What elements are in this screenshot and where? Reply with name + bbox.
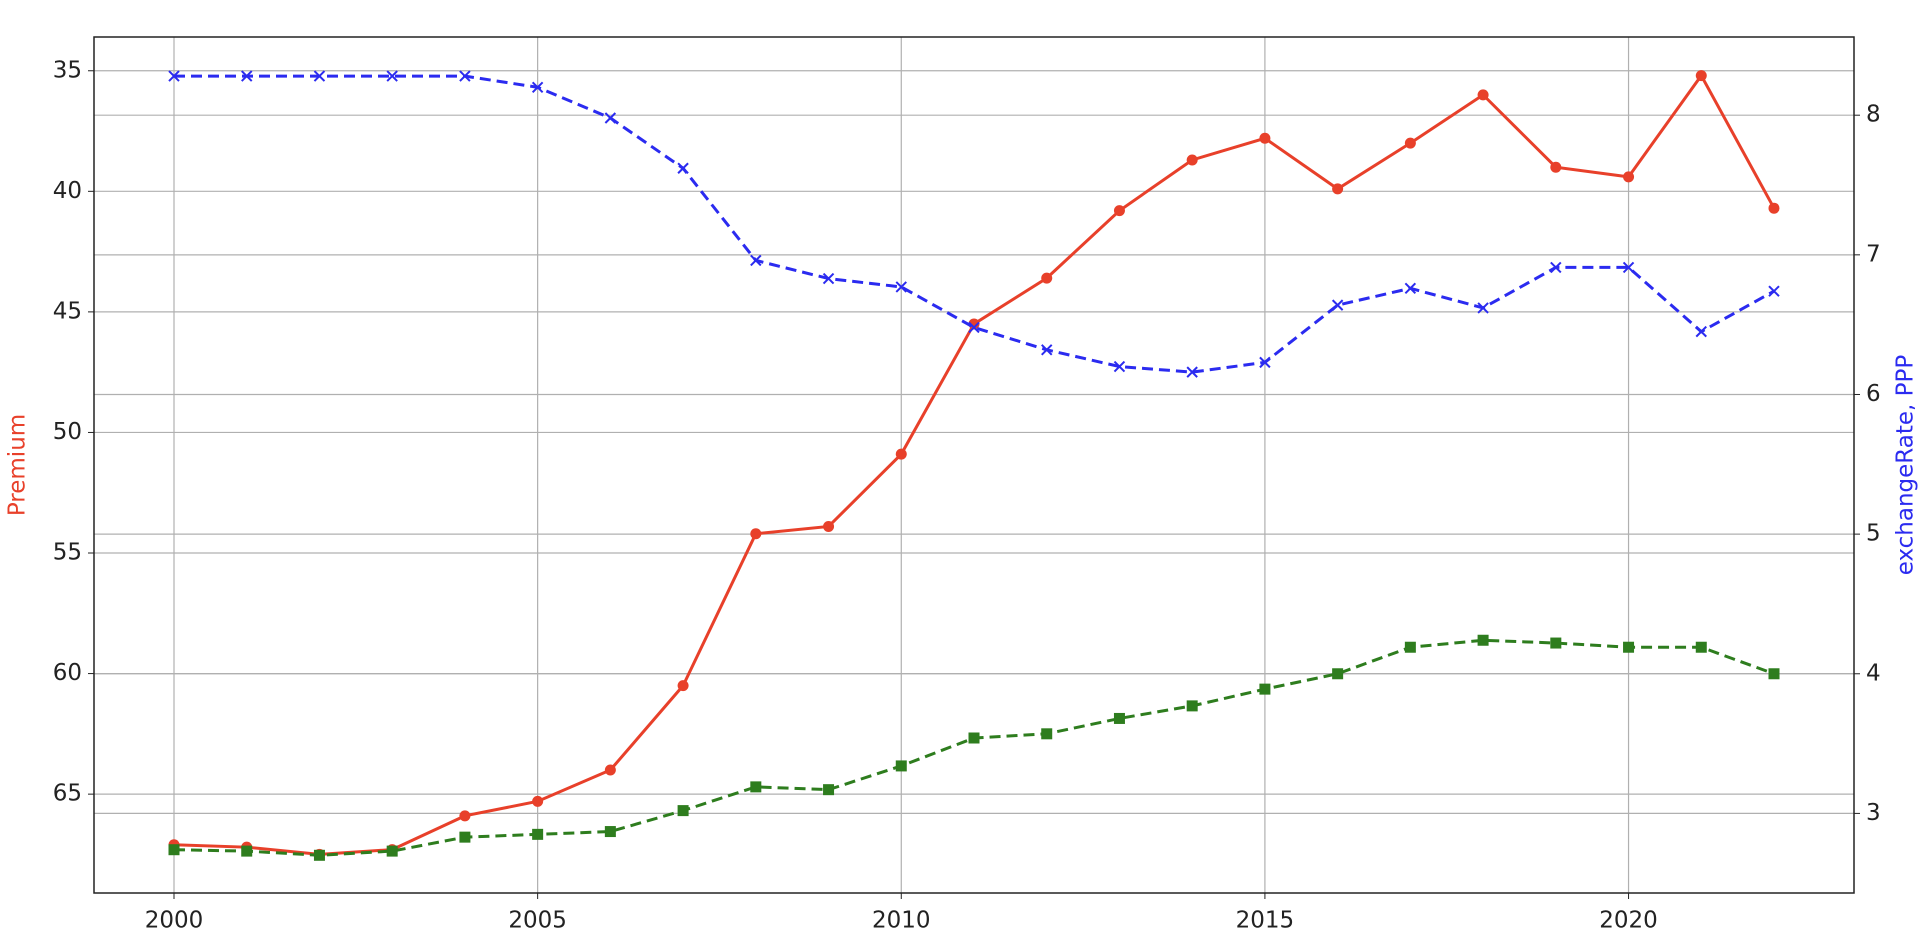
x-tick-label: 2020 bbox=[1599, 908, 1658, 934]
point bbox=[1623, 171, 1635, 183]
point bbox=[1041, 272, 1053, 284]
point bbox=[1259, 356, 1271, 369]
point bbox=[1768, 285, 1780, 297]
point bbox=[168, 70, 180, 82]
point bbox=[1622, 261, 1635, 274]
point bbox=[1186, 366, 1198, 378]
point bbox=[750, 254, 762, 267]
point bbox=[968, 732, 980, 744]
grid bbox=[94, 37, 1854, 893]
y2-tick-label: 5 bbox=[1866, 521, 1881, 547]
point bbox=[386, 70, 398, 82]
point bbox=[604, 826, 616, 838]
point bbox=[241, 70, 253, 82]
point bbox=[1186, 154, 1198, 166]
point bbox=[1695, 70, 1707, 82]
y-tick-label: 40 bbox=[53, 178, 82, 204]
point bbox=[1113, 205, 1125, 217]
point bbox=[313, 70, 326, 82]
point bbox=[750, 781, 762, 793]
point bbox=[1477, 302, 1489, 314]
x-tick-label: 2005 bbox=[508, 908, 567, 934]
point bbox=[1404, 137, 1416, 149]
y-tick-label: 35 bbox=[53, 57, 82, 83]
point bbox=[1477, 634, 1489, 646]
point bbox=[1259, 683, 1271, 695]
point bbox=[313, 849, 325, 861]
point bbox=[241, 845, 253, 857]
series-line bbox=[174, 74, 1775, 374]
point bbox=[677, 162, 689, 174]
point bbox=[1623, 641, 1635, 653]
point bbox=[823, 520, 835, 532]
point bbox=[604, 764, 616, 776]
y2-tick-label: 6 bbox=[1866, 381, 1881, 407]
point bbox=[1186, 700, 1198, 712]
y-tick-label: 45 bbox=[53, 298, 82, 324]
point bbox=[1113, 712, 1125, 724]
point bbox=[531, 81, 544, 93]
point bbox=[968, 321, 980, 334]
series-line bbox=[173, 638, 1775, 857]
point bbox=[1332, 183, 1344, 195]
x-tick-label: 2010 bbox=[872, 908, 931, 934]
point bbox=[1550, 637, 1562, 649]
plot-frame bbox=[93, 36, 1855, 894]
point bbox=[1041, 728, 1053, 740]
point bbox=[823, 784, 835, 796]
y2-tick-label: 3 bbox=[1866, 800, 1881, 826]
point bbox=[1477, 89, 1489, 101]
point bbox=[459, 810, 471, 822]
point bbox=[1550, 261, 1562, 274]
point bbox=[1113, 360, 1126, 373]
point bbox=[895, 281, 907, 293]
point bbox=[1041, 344, 1053, 356]
y-tick-label: 60 bbox=[53, 660, 82, 686]
point bbox=[604, 112, 617, 124]
point bbox=[1259, 132, 1271, 144]
y-tick-label: 55 bbox=[53, 540, 82, 566]
point bbox=[1404, 641, 1416, 653]
point bbox=[168, 844, 180, 856]
y2-tick-label: 4 bbox=[1866, 660, 1881, 686]
point bbox=[1404, 282, 1417, 295]
y2-axis-label: exchangeRate, PPP bbox=[1893, 355, 1919, 576]
point bbox=[1695, 641, 1707, 653]
point bbox=[677, 680, 689, 692]
y-axis-label: Premium bbox=[5, 414, 31, 516]
point bbox=[822, 272, 835, 285]
x-tick-label: 2000 bbox=[145, 908, 204, 934]
point bbox=[1695, 325, 1707, 338]
y2-tick-label: 8 bbox=[1866, 102, 1881, 128]
x-tick-label: 2015 bbox=[1236, 908, 1295, 934]
y2-tick-label: 7 bbox=[1866, 241, 1881, 267]
point bbox=[459, 70, 471, 82]
point bbox=[532, 795, 544, 807]
y-tick-label: 65 bbox=[53, 781, 82, 807]
point bbox=[895, 448, 907, 460]
y-tick-label: 50 bbox=[53, 419, 82, 445]
point bbox=[1768, 668, 1780, 680]
point bbox=[1331, 299, 1344, 311]
point bbox=[1550, 161, 1562, 173]
point bbox=[459, 831, 471, 843]
point bbox=[386, 845, 398, 857]
point bbox=[895, 760, 907, 772]
point bbox=[750, 528, 762, 540]
point bbox=[1768, 202, 1780, 214]
point bbox=[532, 828, 544, 840]
marks bbox=[168, 70, 1780, 861]
point bbox=[677, 805, 689, 817]
point bbox=[1332, 668, 1344, 680]
